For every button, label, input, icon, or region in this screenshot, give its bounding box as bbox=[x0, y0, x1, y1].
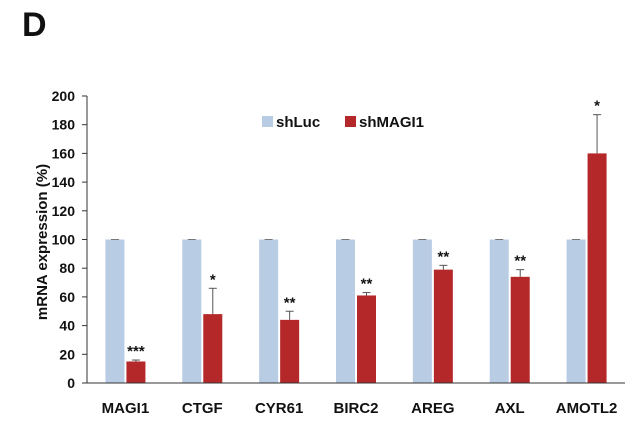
bar-shluc-axl bbox=[489, 239, 509, 383]
bar-shmagi1-amotl2 bbox=[587, 153, 607, 383]
bar-shluc-amotl2 bbox=[566, 239, 586, 383]
y-tick-label: 0 bbox=[67, 375, 75, 391]
y-axis-label: mRNA expression (%) bbox=[34, 164, 51, 320]
legend-label-shmagi1: shMAGI1 bbox=[359, 114, 424, 131]
x-tick-label: AREG bbox=[411, 400, 454, 417]
y-tick-label: 20 bbox=[59, 346, 75, 362]
x-tick-label: CTGF bbox=[182, 400, 223, 417]
bar-shmagi1-ctgf bbox=[203, 314, 223, 383]
significance-mark: ** bbox=[514, 253, 526, 270]
bar-shmagi1-cyr61 bbox=[280, 319, 300, 383]
x-tick-label: BIRC2 bbox=[333, 400, 378, 417]
legend-label-shluc: shLuc bbox=[276, 114, 320, 131]
x-tick-label: AXL bbox=[495, 400, 525, 417]
bar-shmagi1-birc2 bbox=[357, 295, 376, 383]
y-tick-label: 180 bbox=[52, 117, 76, 133]
y-tick-label: 120 bbox=[52, 203, 76, 219]
bar-shluc-birc2 bbox=[336, 239, 355, 383]
bar-shmagi1-areg bbox=[433, 269, 453, 383]
significance-mark: * bbox=[594, 98, 600, 115]
y-tick-label: 100 bbox=[52, 232, 76, 248]
significance-mark: *** bbox=[127, 343, 145, 360]
legend: shLuc shMAGI1 bbox=[262, 114, 424, 131]
y-tick-label: 80 bbox=[59, 260, 75, 276]
significance-mark: ** bbox=[438, 248, 450, 265]
bar-shluc-magi1 bbox=[105, 239, 125, 383]
bar-shluc-ctgf bbox=[182, 239, 202, 383]
x-tick-label: AMOTL2 bbox=[556, 400, 618, 417]
legend-swatch-shmagi1 bbox=[345, 116, 356, 127]
x-tick-label: MAGI1 bbox=[102, 400, 150, 417]
y-tick-label: 40 bbox=[59, 318, 75, 334]
bar-shluc-cyr61 bbox=[259, 239, 279, 383]
x-axis: MAGI1 CTGF CYR61 BIRC2 AREG AXL AMOTL2 bbox=[87, 382, 625, 417]
significance-mark: * bbox=[210, 271, 216, 288]
bars: ********** *** bbox=[105, 98, 607, 383]
bar-shmagi1-axl bbox=[510, 276, 530, 383]
legend-swatch-shluc bbox=[262, 116, 273, 127]
significance-mark: ** bbox=[361, 276, 373, 293]
x-tick-label: CYR61 bbox=[255, 400, 303, 417]
y-tick-label: 160 bbox=[52, 145, 76, 161]
panel-label: D bbox=[22, 6, 47, 44]
y-tick-label: 140 bbox=[52, 174, 76, 190]
y-tick-label: 200 bbox=[52, 88, 76, 104]
y-tick-label: 60 bbox=[59, 289, 75, 305]
y-axis: 0 20 40 60 80 100 120 140 160 180 200 bbox=[52, 88, 88, 391]
significance-mark: ** bbox=[284, 294, 296, 311]
bar-shluc-areg bbox=[412, 239, 432, 383]
bar-shmagi1-magi1 bbox=[126, 361, 146, 383]
